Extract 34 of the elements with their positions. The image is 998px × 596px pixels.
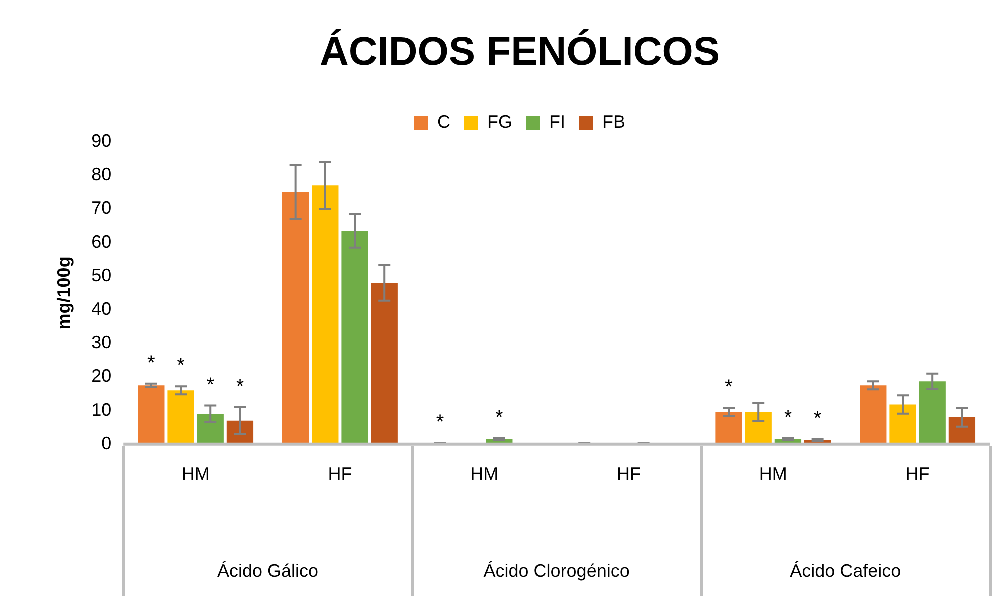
text: Ácido Cafeico: [790, 560, 902, 581]
text: Ácido Gálico: [217, 560, 319, 581]
legend-label: FB: [602, 112, 626, 132]
x-tick-label: HF: [906, 464, 930, 484]
x-tick-label: HF: [617, 464, 642, 484]
y-tick-label: 20: [92, 366, 112, 386]
y-axis-title: mg/100g: [54, 256, 74, 330]
text: Ácido Clorogénico: [484, 560, 630, 581]
data-label: *: [436, 412, 444, 434]
data-label: *: [148, 352, 156, 374]
legend-label: C: [438, 112, 451, 132]
legend-label: FI: [550, 112, 566, 132]
y-tick-label: 80: [92, 164, 112, 185]
y-tick-label: 50: [92, 265, 112, 286]
x-tick-label: HF: [328, 464, 352, 484]
y-tick-label: 90: [92, 130, 112, 151]
x-tick-label: HM: [470, 464, 499, 484]
data-label: *: [725, 376, 734, 399]
data-label: *: [784, 406, 792, 429]
y-tick-label: 30: [92, 332, 112, 353]
y-tick-label: 70: [92, 198, 112, 218]
data-label: *: [177, 355, 186, 378]
data-label: *: [814, 408, 822, 430]
y-tick-label: 60: [92, 232, 112, 252]
x-tick-label: HM: [182, 464, 210, 484]
x-tick-label: HM: [759, 464, 788, 484]
data-label: *: [206, 374, 215, 396]
data-label: *: [496, 406, 504, 429]
y-tick-label: 0: [102, 433, 112, 454]
chart-title: ÁCIDOS FENÓLICOS: [320, 29, 720, 74]
legend-label: FG: [488, 112, 513, 132]
y-tick-label: 40: [92, 298, 112, 319]
y-tick-label: 10: [92, 400, 112, 420]
data-label: *: [236, 376, 244, 398]
